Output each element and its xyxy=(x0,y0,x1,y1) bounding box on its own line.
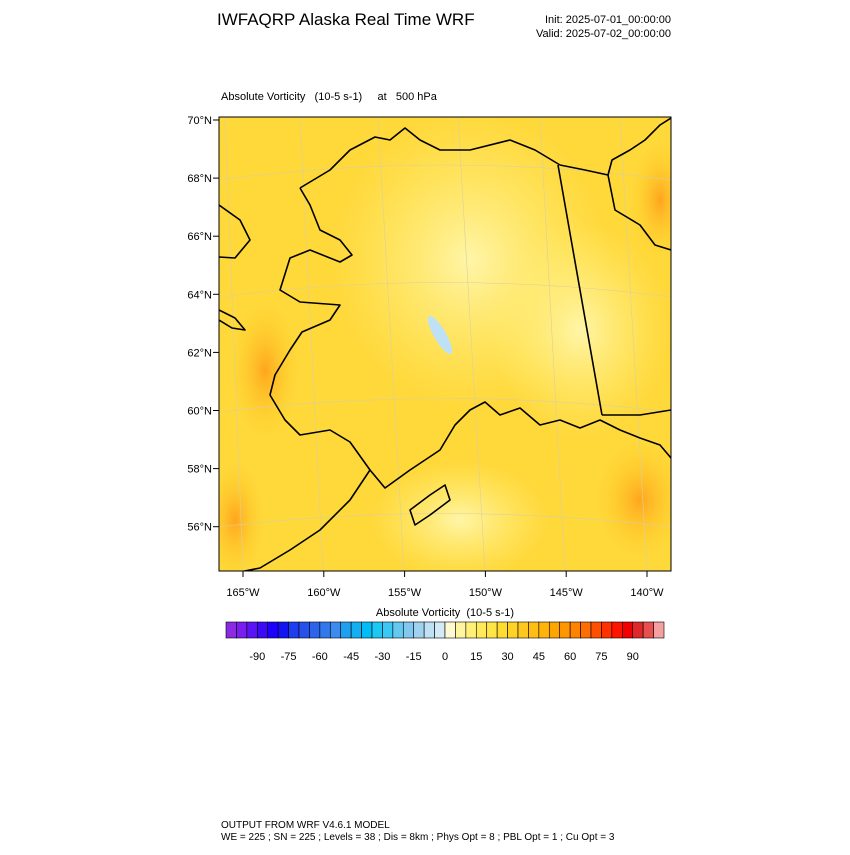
lat-label: 66°N xyxy=(187,231,212,243)
colorbar-swatch xyxy=(392,621,404,639)
lon-label: 150°W xyxy=(469,587,503,599)
colorbar-swatch xyxy=(340,621,352,639)
colorbar-swatch xyxy=(361,621,373,639)
colorbar-label: -75 xyxy=(281,651,297,663)
colorbar-swatch xyxy=(548,621,561,639)
lat-label: 62°N xyxy=(187,347,212,359)
colorbar-swatch xyxy=(632,621,644,639)
colorbar-swatch xyxy=(559,621,571,639)
colorbar-swatch xyxy=(590,621,602,639)
colorbar-label: 75 xyxy=(595,651,607,663)
colorbar-swatch xyxy=(642,621,654,639)
colorbar-swatch xyxy=(569,621,581,639)
colorbar-swatch xyxy=(329,621,342,639)
init-time: Init: 2025-07-01_00:00:00 xyxy=(545,14,671,26)
colorbar-label: -60 xyxy=(312,651,328,663)
colorbar-swatch xyxy=(371,621,383,639)
colorbar-swatch xyxy=(246,621,258,639)
lon-label: 140°W xyxy=(630,587,664,599)
colorbar-label: 90 xyxy=(627,651,639,663)
colorbar-label: 0 xyxy=(442,651,448,663)
title: IWFAQRP Alaska Real Time WRF xyxy=(217,10,475,29)
colorbar-swatch xyxy=(496,621,508,639)
lat-label: 56°N xyxy=(187,522,212,534)
colorbar-label: 15 xyxy=(470,651,482,663)
colorbar-label: 45 xyxy=(533,651,545,663)
colorbar-swatch xyxy=(611,621,623,639)
colorbar-swatch xyxy=(288,621,300,639)
colorbar-swatch xyxy=(277,621,289,639)
colorbar-label: -45 xyxy=(343,651,359,663)
colorbar-swatch xyxy=(528,621,540,639)
colorbar-label: -15 xyxy=(406,651,422,663)
colorbar-swatch xyxy=(653,621,665,639)
footer-line: OUTPUT FROM WRF V4.6.1 MODEL xyxy=(221,820,390,831)
colorbar-swatch xyxy=(507,621,519,639)
colorbar-swatch xyxy=(444,621,456,639)
colorbar-swatch xyxy=(580,621,592,639)
valid-time: Valid: 2025-07-02_00:00:00 xyxy=(536,28,671,40)
lon-label: 145°W xyxy=(550,587,584,599)
subtitle: Absolute Vorticity (10-5 s-1) at 500 hPa xyxy=(221,91,438,103)
lon-label: 165°W xyxy=(226,587,260,599)
colorbar-swatch xyxy=(236,621,248,639)
colorbar-swatch xyxy=(225,621,237,639)
footer-line: WE = 225 ; SN = 225 ; Levels = 38 ; Dis … xyxy=(221,832,615,843)
lon-label: 160°W xyxy=(307,587,341,599)
colorbar-swatch xyxy=(517,621,529,639)
lat-label: 70°N xyxy=(187,115,212,127)
lat-label: 68°N xyxy=(187,173,212,185)
colorbar-swatch xyxy=(350,621,362,639)
colorbar-swatch xyxy=(402,621,415,639)
colorbar-label: -90 xyxy=(249,651,265,663)
lat-label: 60°N xyxy=(187,406,212,418)
colorbar-swatch xyxy=(465,621,477,639)
colorbar-swatch xyxy=(434,621,446,639)
colorbar-swatch xyxy=(382,621,394,639)
map-frame xyxy=(218,116,672,572)
colorbar-title: Absolute Vorticity (10-5 s-1) xyxy=(376,607,514,619)
lat-label: 58°N xyxy=(187,464,212,476)
colorbar-swatch xyxy=(423,621,435,639)
colorbar-swatch xyxy=(601,621,613,639)
colorbar-swatch xyxy=(486,621,498,639)
colorbar-swatch xyxy=(298,621,310,639)
lon-label: 155°W xyxy=(388,587,422,599)
colorbar-swatch xyxy=(538,621,550,639)
colorbar-swatch xyxy=(475,621,488,639)
colorbar-swatch xyxy=(267,621,279,639)
colorbar-swatch xyxy=(319,621,331,639)
colorbar-label: 60 xyxy=(564,651,576,663)
colorbar-swatch xyxy=(621,621,634,639)
colorbar-swatch xyxy=(455,621,467,639)
colorbar-swatch xyxy=(309,621,321,639)
colorbar-label: -30 xyxy=(374,651,390,663)
lat-label: 64°N xyxy=(187,289,212,301)
colorbar-label: 30 xyxy=(501,651,513,663)
colorbar-swatch xyxy=(413,621,425,639)
colorbar-swatch xyxy=(256,621,269,639)
map-field xyxy=(219,117,671,571)
